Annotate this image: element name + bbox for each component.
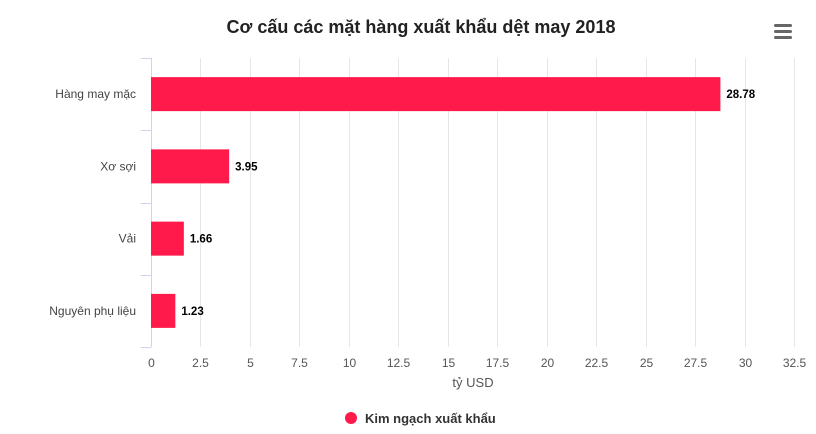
bar [151, 149, 230, 184]
legend[interactable]: Kim ngạch xuất khẩu [345, 411, 496, 426]
bar-value-label: 28.78 [726, 89, 755, 101]
x-axis-title: tỷ USD [452, 375, 493, 390]
x-tick-label: 2.5 [192, 356, 209, 370]
bar [151, 77, 721, 112]
bar-value-label: 1.66 [190, 234, 212, 246]
x-tick-label: 32.5 [783, 356, 807, 370]
x-tick-label: 20 [541, 356, 555, 370]
x-tick-label: 0 [148, 356, 155, 370]
x-tick-label: 27.5 [684, 356, 708, 370]
chart-title: Cơ cấu các mặt hàng xuất khẩu dệt may 20… [227, 17, 616, 37]
legend-label: Kim ngạch xuất khẩu [365, 411, 496, 426]
legend-swatch [345, 412, 357, 424]
x-tick-label: 10 [343, 356, 357, 370]
bar [151, 293, 176, 328]
x-tick-label: 15 [442, 356, 456, 370]
category-label: Hàng may mặc [55, 87, 136, 101]
bar-value-label: 1.23 [181, 306, 203, 318]
plot-area: 0 2.5 5 7.5 10 12.5 15 17.5 20 22.5 25 27.5 30 32.5 Hà… [49, 58, 807, 370]
x-tick-label: 12.5 [387, 356, 411, 370]
x-tick-label: 17.5 [486, 356, 510, 370]
x-tick-label: 5 [247, 356, 254, 370]
category-label: Vải [119, 232, 136, 246]
chart-menu-button[interactable] [774, 24, 792, 39]
bar-value-label: 3.95 [235, 161, 258, 173]
x-tick-label: 7.5 [291, 356, 308, 370]
x-tick-label: 25 [640, 356, 654, 370]
category-label: Xơ sợi [100, 159, 136, 173]
x-tick-label: 30 [739, 356, 753, 370]
x-tick-label: 22.5 [585, 356, 609, 370]
hamburger-menu-icon [774, 24, 792, 39]
bar [151, 221, 184, 256]
category-label: Nguyên phụ liệu [49, 304, 136, 318]
